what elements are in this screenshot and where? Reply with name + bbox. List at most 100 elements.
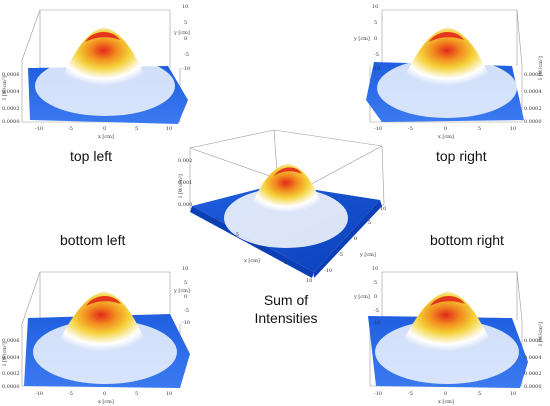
y-tick: 10 bbox=[380, 206, 386, 212]
x-tick: -10 bbox=[374, 126, 382, 132]
surface-edge bbox=[314, 200, 382, 278]
x-axis-label: x [cm] bbox=[438, 134, 454, 140]
caption-center-line2: Intensities bbox=[254, 310, 318, 326]
x-axis-ticks: -10 -5 0 5 10 bbox=[374, 126, 516, 132]
peak-top bbox=[274, 167, 302, 176]
surface-peak bbox=[397, 28, 497, 92]
y-axis-label: y [cm] bbox=[173, 288, 190, 294]
y-axis-label: y [cm] bbox=[173, 30, 190, 36]
z-tick: 0.0000 bbox=[2, 119, 20, 125]
z-tick: 0.0006 bbox=[2, 72, 20, 78]
y-tick: -10 bbox=[182, 320, 190, 326]
surface-plot-bottom-left: 0.0006 0.0004 0.0002 0.0000 I [W/cm²] -1… bbox=[0, 262, 195, 406]
y-tick: 0 bbox=[374, 36, 377, 42]
x-tick: 5 bbox=[478, 126, 481, 132]
z-tick: 0.0004 bbox=[2, 355, 20, 361]
z-tick: 0.0000 bbox=[2, 384, 20, 390]
surface-peak bbox=[246, 164, 326, 218]
x-axis-label: x [cm] bbox=[244, 258, 260, 264]
plot-svg: 0.0006 0.0004 0.0002 0.0000 I [W/cm²] -1… bbox=[2, 266, 190, 405]
x-tick: 5 bbox=[135, 126, 138, 132]
surface-plot-top-left: 0.0006 0.0004 0.0002 0.0000 I [W/cm²] -1… bbox=[0, 0, 195, 140]
z-tick: 0.0000 bbox=[524, 384, 542, 390]
x-tick: -10 bbox=[35, 126, 43, 132]
z-tick: 0.0006 bbox=[524, 72, 542, 78]
x-axis-label: x [cm] bbox=[98, 399, 114, 405]
y-tick: 10 bbox=[182, 4, 188, 10]
y-tick: -5 bbox=[374, 308, 379, 314]
y-tick: -5 bbox=[338, 252, 343, 258]
surface-peak bbox=[50, 292, 152, 358]
z-axis-label: I [W/cm²] bbox=[178, 174, 184, 198]
y-axis-ticks: -10 -5 0 5 10 bbox=[324, 206, 386, 274]
y-tick: 10 bbox=[372, 4, 378, 10]
y-tick: 5 bbox=[184, 20, 187, 26]
x-tick: -10 bbox=[35, 391, 43, 397]
y-axis-ticks: 10 5 0 -5 -10 bbox=[372, 266, 380, 326]
y-axis-label: y [cm] bbox=[359, 252, 376, 258]
x-tick: 5 bbox=[135, 391, 138, 397]
x-tick: 0 bbox=[444, 126, 447, 132]
y-tick: 0 bbox=[354, 236, 357, 242]
x-tick: -10 bbox=[374, 391, 382, 397]
x-tick: 5 bbox=[284, 260, 287, 266]
z-tick: 0.0006 bbox=[524, 338, 542, 344]
peak-top bbox=[86, 295, 121, 306]
z-axis-ticks: 0.002 0.001 0.000 bbox=[178, 158, 192, 208]
x-tick: 0 bbox=[260, 246, 263, 252]
z-tick: 0.0004 bbox=[2, 89, 20, 95]
y-tick: 5 bbox=[374, 20, 377, 26]
y-tick: 0 bbox=[374, 294, 377, 300]
z-axis-ticks: 0.0006 0.0004 0.0002 0.0000 bbox=[524, 338, 542, 390]
y-tick: -10 bbox=[372, 320, 380, 326]
x-axis-ticks: -10 -5 0 5 10 bbox=[35, 391, 172, 397]
x-tick: 5 bbox=[478, 391, 481, 397]
peak-top bbox=[429, 31, 464, 42]
x-tick: -5 bbox=[68, 391, 73, 397]
y-axis-label: y [cm] bbox=[353, 294, 370, 300]
x-axis-label: x [cm] bbox=[98, 134, 114, 140]
x-tick: -5 bbox=[234, 232, 239, 238]
plot-svg: 10 5 0 -5 -10 y [cm] 0.0006 0.0004 0.000… bbox=[353, 4, 544, 140]
y-tick: 0 bbox=[184, 36, 187, 42]
z-tick: 0.000 bbox=[178, 202, 192, 208]
caption-top-right: top right bbox=[436, 148, 487, 164]
y-axis-ticks: 10 5 0 -5 -10 bbox=[372, 4, 380, 72]
x-tick: -5 bbox=[68, 126, 73, 132]
x-tick: 10 bbox=[166, 126, 172, 132]
x-tick: 10 bbox=[306, 278, 312, 284]
z-tick: 0.0006 bbox=[2, 338, 20, 344]
x-axis-label: x [cm] bbox=[438, 399, 454, 405]
y-tick: 10 bbox=[372, 266, 378, 272]
y-tick: -5 bbox=[184, 52, 189, 58]
plot-svg: 0.0006 0.0004 0.0002 0.0000 I [W/cm²] -1… bbox=[2, 4, 190, 140]
surface-plot-center: 0.002 0.001 0.000 I [W/cm²] -10 -5 0 5 1… bbox=[174, 126, 394, 286]
x-axis-ticks: -10 -5 0 5 10 bbox=[374, 391, 516, 397]
caption-top-left: top left bbox=[70, 148, 113, 164]
z-axis-label: I [W/cm²] bbox=[2, 342, 8, 366]
y-tick: 5 bbox=[374, 280, 377, 286]
x-tick: 10 bbox=[166, 391, 172, 397]
x-tick: -5 bbox=[408, 391, 413, 397]
x-tick: 10 bbox=[510, 126, 516, 132]
x-axis-ticks: -10 -5 0 5 10 bbox=[35, 126, 172, 132]
caption-bottom-left: bottom left bbox=[60, 232, 126, 248]
peak-top bbox=[85, 31, 120, 42]
y-tick: -10 bbox=[324, 268, 332, 274]
z-axis-ticks: 0.0006 0.0004 0.0002 0.0000 bbox=[2, 72, 20, 125]
surface-plot-top-right: 10 5 0 -5 -10 y [cm] 0.0006 0.0004 0.000… bbox=[352, 0, 547, 140]
z-axis-ticks: 0.0006 0.0004 0.0002 0.0000 bbox=[524, 72, 542, 125]
y-tick: 0 bbox=[184, 294, 187, 300]
y-axis-ticks: 10 5 0 -5 -10 bbox=[182, 4, 190, 72]
x-tick: -10 bbox=[210, 218, 218, 224]
caption-center-line1: Sum of bbox=[263, 292, 309, 308]
z-tick: 0.0000 bbox=[524, 119, 542, 125]
y-axis-ticks: 10 5 0 -5 -10 bbox=[182, 266, 190, 326]
y-tick: -5 bbox=[374, 52, 379, 58]
caption-center: Sum of Intensities bbox=[246, 291, 326, 327]
z-axis-ticks: 0.0006 0.0004 0.0002 0.0000 bbox=[2, 338, 20, 390]
x-tick: 0 bbox=[103, 126, 106, 132]
plot-svg: 0.002 0.001 0.000 I [W/cm²] -10 -5 0 5 1… bbox=[178, 129, 386, 284]
x-tick: 10 bbox=[510, 391, 516, 397]
y-tick: 5 bbox=[368, 220, 371, 226]
